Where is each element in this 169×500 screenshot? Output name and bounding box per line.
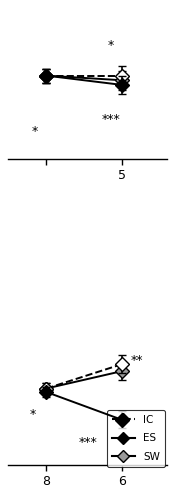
- Text: **: **: [131, 354, 143, 367]
- Legend: IC, ES, SW: IC, ES, SW: [107, 410, 165, 467]
- Text: ***: ***: [79, 436, 97, 449]
- Text: *: *: [30, 408, 36, 421]
- Text: ***: ***: [101, 113, 120, 126]
- Text: *: *: [32, 124, 38, 138]
- Text: *: *: [107, 39, 114, 52]
